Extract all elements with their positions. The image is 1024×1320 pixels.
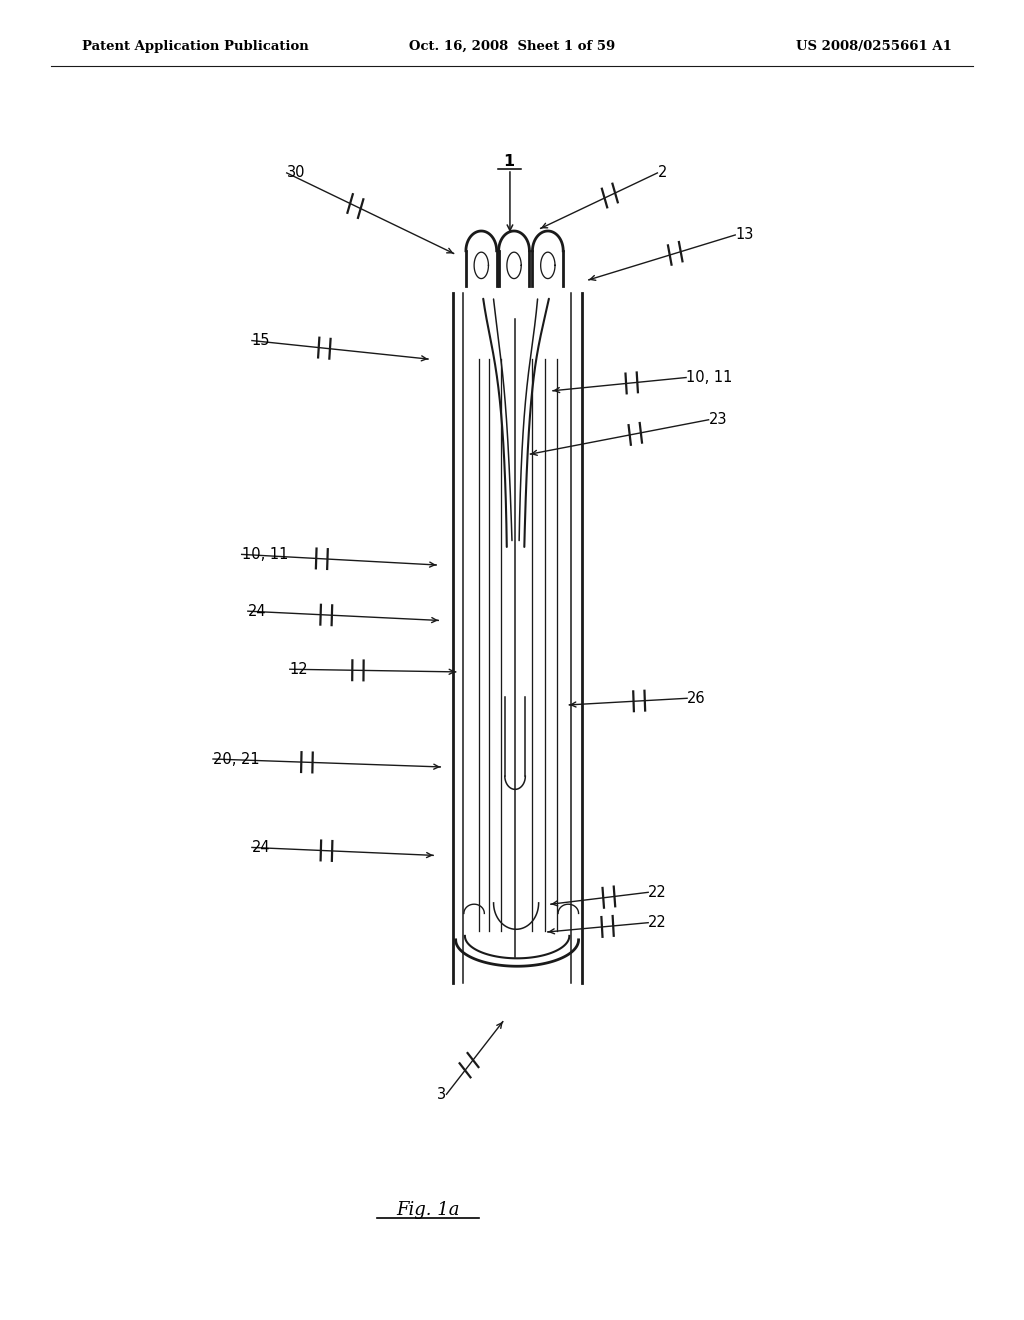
Text: 10, 11: 10, 11 [686,370,732,385]
Text: 23: 23 [709,412,727,428]
Text: 22: 22 [648,915,667,931]
Text: 15: 15 [252,333,270,348]
Text: 3: 3 [437,1086,446,1102]
Text: Patent Application Publication: Patent Application Publication [82,40,308,53]
Text: 24: 24 [252,840,270,855]
Text: 12: 12 [290,661,308,677]
Text: US 2008/0255661 A1: US 2008/0255661 A1 [797,40,952,53]
Text: 1: 1 [504,153,514,169]
Text: 26: 26 [687,690,706,706]
Text: 10, 11: 10, 11 [242,546,288,562]
Text: Oct. 16, 2008  Sheet 1 of 59: Oct. 16, 2008 Sheet 1 of 59 [409,40,615,53]
Text: 2: 2 [657,165,667,181]
Text: 20, 21: 20, 21 [213,751,260,767]
Text: 30: 30 [287,165,305,181]
Text: Fig. 1a: Fig. 1a [396,1201,460,1220]
Text: 22: 22 [648,884,667,900]
Text: 13: 13 [735,227,754,243]
Text: 24: 24 [248,603,266,619]
